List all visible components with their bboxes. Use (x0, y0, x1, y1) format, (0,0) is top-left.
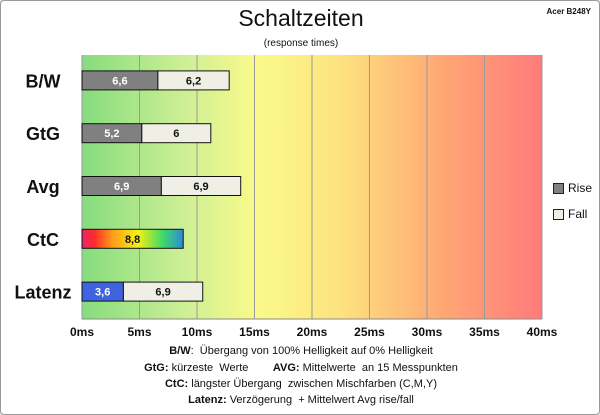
brand-label: Acer B248Y (546, 7, 591, 16)
footer-line: CtC: längster Übergang zwischen Mischfar… (1, 378, 599, 390)
legend-swatch-fall (553, 209, 564, 220)
footer-text: Mittelwerte an 15 Messpunkten (299, 362, 458, 374)
legend-item-rise: Rise (553, 181, 599, 195)
category-labels: B/W GtG Avg CtC Latenz (14, 71, 71, 302)
category-label: CtC (27, 230, 59, 250)
bar-fall (157, 70, 230, 91)
footer-line: GtG: kürzeste Werte AVG: Mittelwerte an … (1, 362, 599, 374)
footer-term: B/W (169, 345, 191, 357)
bar-rise (81, 228, 184, 249)
bar-fall (141, 123, 212, 144)
bar-fall-label: 6,9 (155, 287, 170, 299)
legend-item-fall: Fall (553, 207, 599, 221)
category-label: Avg (26, 177, 59, 197)
chart-title: Schaltzeiten (238, 5, 364, 31)
footer-term: Latenz: (188, 394, 227, 406)
grid-lines (81, 55, 543, 320)
x-tick-label: 20ms (297, 325, 328, 339)
legend-label-fall: Fall (568, 207, 588, 221)
chart-subtitle: (response times) (263, 38, 339, 49)
bar-rise-label: 6,9 (114, 181, 129, 193)
x-tick-label: 25ms (354, 325, 385, 339)
footer-term: GtG: (144, 362, 169, 374)
footer-term: CtC: (164, 378, 189, 390)
x-tick-label: 35ms (469, 325, 500, 339)
category-label: B/W (26, 71, 61, 91)
bars: 6,6 6,2 5,2 6 6,9 6,9 8,8 3,6 6,9 (81, 70, 242, 302)
x-tick-label: 5ms (127, 325, 151, 339)
footer-text: Verzögerung + Mittelwert Avg rise/fall (226, 394, 414, 406)
footer-term: AVG: (272, 362, 300, 374)
x-tick-label: 10ms (182, 325, 213, 339)
footer-text: längster Übergang zwischen Mischfarben (… (188, 378, 438, 390)
bar-rise-label: 6,6 (112, 75, 127, 87)
bar-fall-label: 6,2 (186, 75, 201, 87)
x-tick-labels: 0ms 5ms 10ms 15ms 20ms 25ms 30ms 35ms 40ms (70, 325, 558, 339)
bar-fall-label: 6,9 (193, 181, 208, 193)
bar-rise-label: 8,8 (125, 234, 140, 246)
category-label: Latenz (14, 283, 71, 303)
x-tick-label: 30ms (412, 325, 443, 339)
bar-fall (122, 281, 204, 302)
bar-rise-label: 5,2 (104, 128, 119, 140)
x-tick-label: 15ms (239, 325, 270, 339)
bar-rise-label: 3,6 (95, 287, 110, 299)
x-tick-label: 0ms (70, 325, 94, 339)
footer-text: : Übergang von 100% Helligkeit auf 0% He… (190, 345, 433, 357)
x-tick-label: 40ms (527, 325, 558, 339)
bar-fall-label: 6 (173, 128, 179, 140)
footer-line: B/W: Übergang von 100% Helligkeit auf 0%… (1, 345, 599, 357)
legend-swatch-rise (553, 183, 564, 194)
category-label: GtG (26, 124, 60, 144)
footer-text: kürzeste Werte (168, 362, 273, 374)
footer-line: Latenz: Verzögerung + Mittelwert Avg ris… (1, 394, 599, 406)
legend-label-rise: Rise (568, 181, 593, 195)
bar-fall (160, 176, 242, 196)
